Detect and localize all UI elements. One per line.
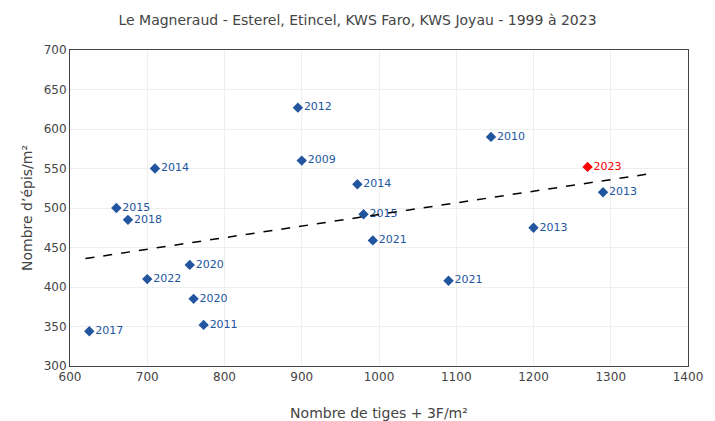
svg-text:650: 650 <box>44 83 67 97</box>
svg-text:2010: 2010 <box>497 130 525 143</box>
svg-text:300: 300 <box>44 359 67 373</box>
svg-text:450: 450 <box>44 241 67 255</box>
svg-text:2011: 2011 <box>210 318 238 331</box>
svg-text:1300: 1300 <box>595 370 626 384</box>
svg-text:2014: 2014 <box>161 161 189 174</box>
svg-text:2017: 2017 <box>95 324 123 337</box>
svg-text:2015: 2015 <box>370 207 398 220</box>
svg-text:Le Magneraud - Esterel, Etince: Le Magneraud - Esterel, Etincel, KWS Far… <box>118 12 596 28</box>
svg-text:2021: 2021 <box>455 273 483 286</box>
svg-text:2012: 2012 <box>304 100 332 113</box>
svg-text:600: 600 <box>59 370 82 384</box>
svg-text:2009: 2009 <box>308 153 336 166</box>
svg-text:2018: 2018 <box>134 213 162 226</box>
svg-text:350: 350 <box>44 320 67 334</box>
svg-text:2022: 2022 <box>153 272 181 285</box>
svg-text:500: 500 <box>44 201 67 215</box>
svg-text:1400: 1400 <box>673 370 704 384</box>
svg-text:600: 600 <box>44 122 67 136</box>
svg-text:2015: 2015 <box>122 201 150 214</box>
svg-text:800: 800 <box>213 370 236 384</box>
svg-text:Nombre de tiges + 3F/m²: Nombre de tiges + 3F/m² <box>290 405 468 421</box>
svg-text:900: 900 <box>290 370 313 384</box>
svg-text:400: 400 <box>44 280 67 294</box>
svg-text:2014: 2014 <box>363 177 391 190</box>
svg-text:1100: 1100 <box>441 370 472 384</box>
svg-text:2013: 2013 <box>609 185 637 198</box>
svg-text:2020: 2020 <box>200 292 228 305</box>
svg-text:700: 700 <box>44 43 67 57</box>
svg-text:2021: 2021 <box>379 233 407 246</box>
svg-text:1000: 1000 <box>364 370 395 384</box>
svg-text:Nombre d’épis/m²: Nombre d’épis/m² <box>19 145 35 271</box>
svg-text:2020: 2020 <box>196 258 224 271</box>
svg-text:550: 550 <box>44 162 67 176</box>
svg-text:2013: 2013 <box>540 221 568 234</box>
svg-text:1200: 1200 <box>518 370 549 384</box>
svg-text:2023: 2023 <box>594 160 622 173</box>
svg-text:700: 700 <box>136 370 159 384</box>
